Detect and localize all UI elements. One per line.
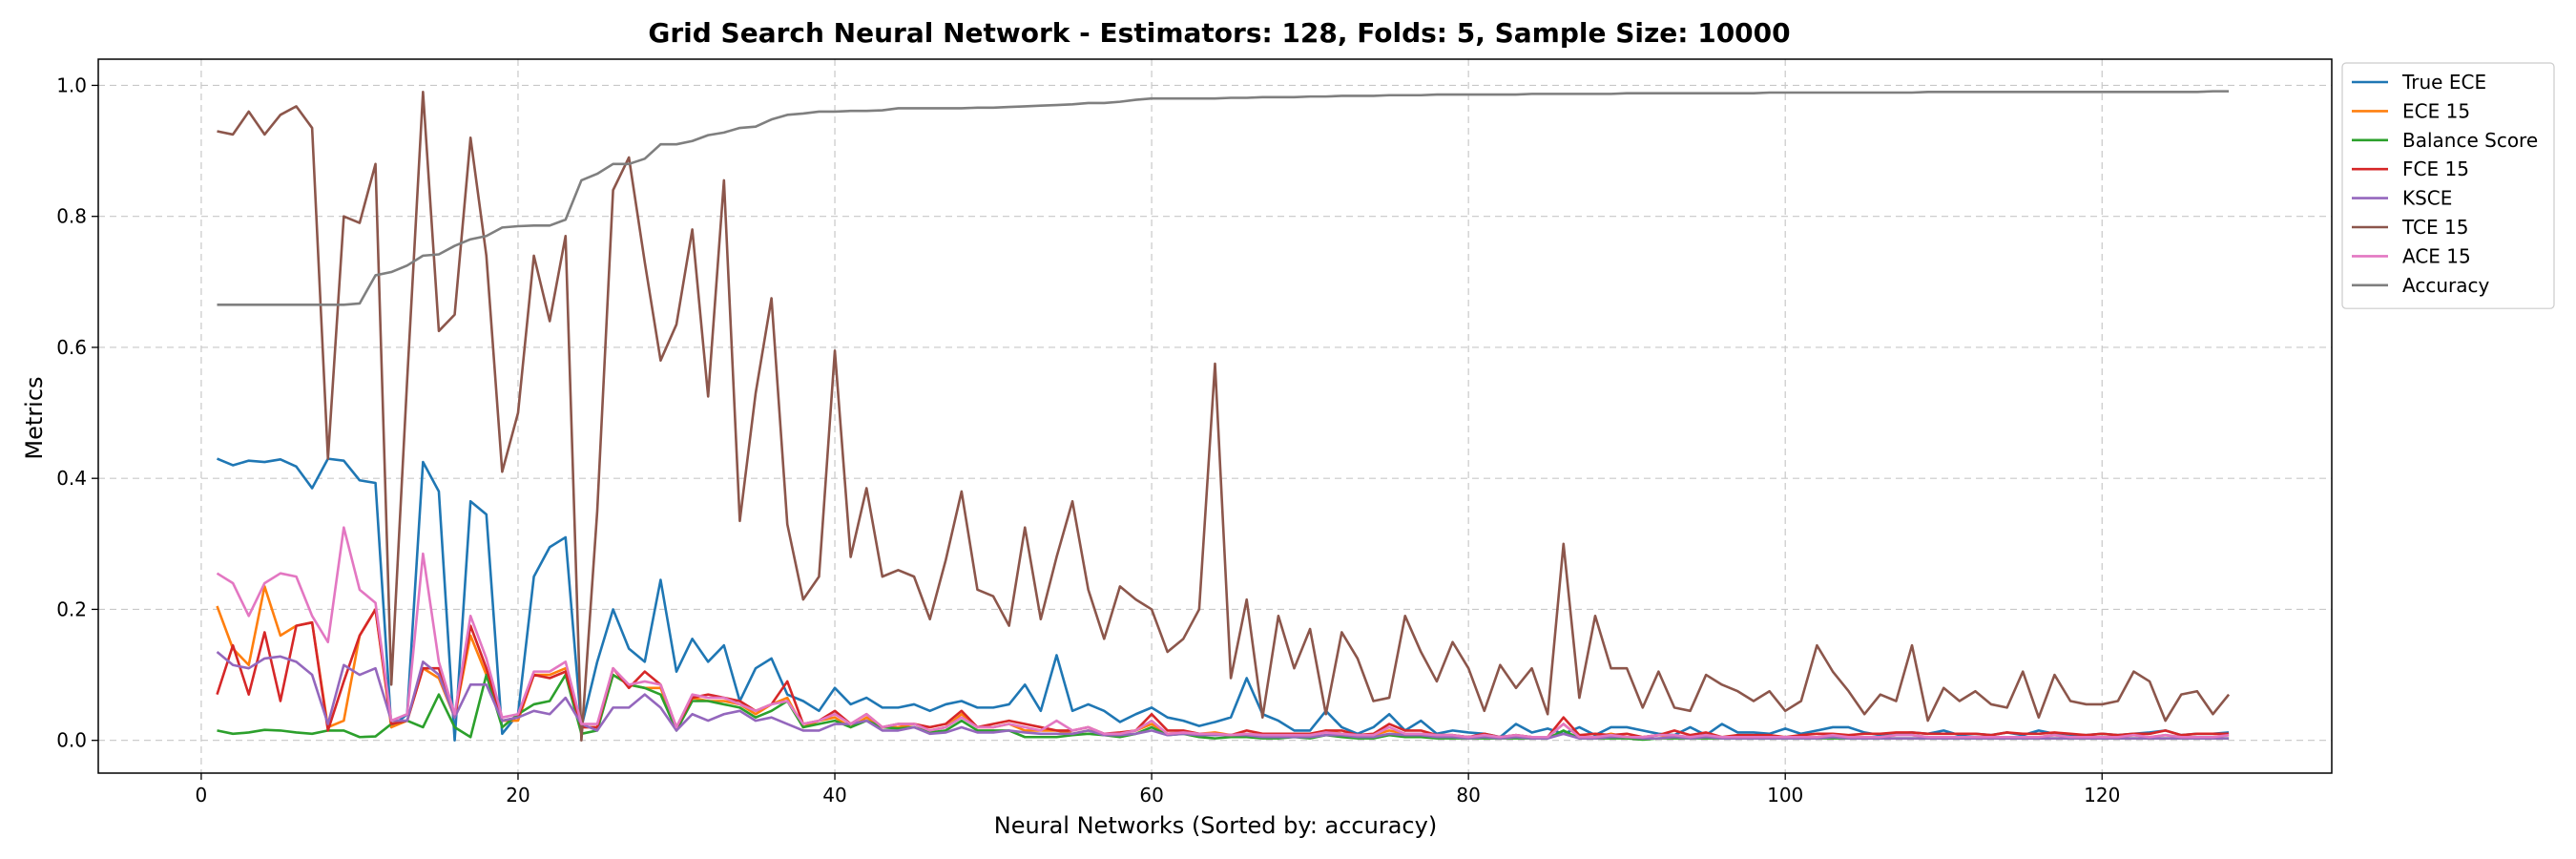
legend-label-true-ece: True ECE — [2401, 71, 2486, 94]
y-tick-label: 0.4 — [56, 467, 87, 490]
legend-label-ece-15: ECE 15 — [2402, 99, 2470, 122]
legend-label-accuracy: Accuracy — [2402, 274, 2489, 297]
x-tick-label: 20 — [506, 784, 530, 807]
x-axis-label: Neural Networks (Sorted by: accuracy) — [994, 812, 1437, 839]
y-tick-label: 0.0 — [56, 729, 87, 752]
grid-lines — [98, 59, 2332, 773]
legend-box — [2341, 62, 2555, 309]
y-tick-label: 0.2 — [56, 597, 87, 620]
series-line-accuracy — [217, 90, 2230, 306]
plot-frame — [97, 58, 2333, 774]
x-tick-label: 0 — [196, 784, 208, 807]
x-tick-label: 80 — [1456, 784, 1480, 807]
series-line-tce-15 — [217, 91, 2231, 742]
legend-label-ksce: KSCE — [2402, 187, 2452, 210]
legend: True ECE ECE 15 Balance Score FCE 15 KSCE TCE… — [2341, 62, 2555, 309]
x-tick-label: 120 — [2084, 784, 2120, 807]
legend-label-fce-15: FCE 15 — [2402, 157, 2469, 180]
y-tick-label: 0.6 — [56, 336, 87, 359]
legend-label-ace-15: ACE 15 — [2402, 244, 2471, 267]
y-tick-label: 1.0 — [56, 73, 87, 96]
series-lines — [216, 90, 2231, 742]
legend-label-balance-score: Balance Score — [2402, 129, 2538, 152]
series-line-true-ece — [217, 457, 2230, 742]
chart-title: Grid Search Neural Network - Estimators:… — [648, 17, 1790, 49]
y-tick-label: 0.8 — [56, 205, 87, 228]
x-tick-label: 40 — [822, 784, 846, 807]
y-axis-label: Metrics — [21, 376, 48, 459]
x-tick-label: 60 — [1139, 784, 1163, 807]
axis-ticks: 0 20 40 60 80 100 120 0.0 0.2 0.4 0.6 0.8 1.0 — [56, 73, 2120, 807]
series-line-ace-15 — [216, 526, 2230, 739]
x-tick-label: 100 — [1767, 784, 1803, 807]
legend-label-tce-15: TCE 15 — [2401, 216, 2468, 239]
